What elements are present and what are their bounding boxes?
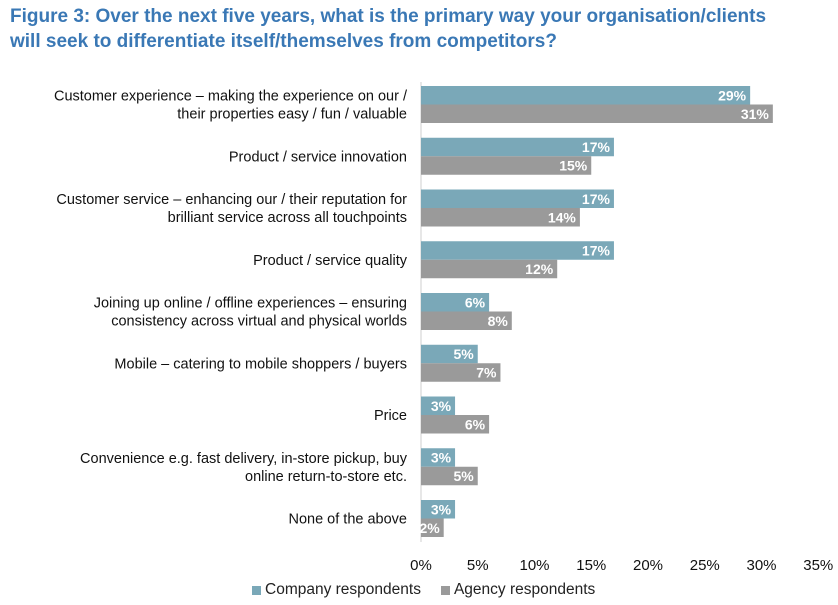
category-label: Customer experience – making the experie…	[54, 89, 408, 105]
data-label-company: 17%	[582, 191, 611, 207]
x-tick-label: 5%	[467, 557, 489, 574]
bar-agency	[421, 156, 592, 175]
bar-agency	[421, 415, 490, 434]
bar-agency	[421, 104, 773, 123]
data-label-company: 29%	[718, 87, 747, 103]
bar-company	[421, 344, 478, 364]
data-label-agency: 8%	[488, 313, 509, 329]
bar-agency	[421, 208, 580, 227]
category-label: their properties easy / fun / valuable	[177, 107, 407, 123]
legend-swatch-agency	[440, 585, 450, 595]
legend-swatch-company	[252, 585, 261, 595]
chart-title-line-2: will seek to differentiate itself/themse…	[10, 31, 557, 52]
chart-legend: Company respondents Agency respondents	[252, 581, 595, 599]
bar-company	[421, 500, 456, 519]
chart-title-line-1: Figure 3: Over the next five years, what…	[10, 6, 767, 27]
bar-agency	[421, 311, 512, 330]
x-tick-label: 25%	[690, 557, 720, 574]
legend-label-agency: Agency respondents	[453, 581, 596, 598]
data-label-agency: 31%	[741, 106, 770, 122]
x-tick-label: 10%	[519, 557, 549, 574]
legend-item-company: Company respondents	[252, 581, 421, 599]
bar-company	[421, 86, 751, 105]
x-tick-label: 20%	[633, 557, 663, 574]
category-label: consistency across virtual and physical …	[111, 314, 407, 330]
data-label-agency: 5%	[454, 468, 475, 484]
category-label: Price	[374, 408, 407, 424]
bar-company	[421, 137, 614, 157]
bar-company	[421, 396, 456, 415]
data-label-agency: 12%	[525, 261, 554, 277]
category-label: None of the above	[288, 512, 407, 528]
data-label-company: 17%	[582, 243, 611, 259]
category-label: Customer service – enhancing our / their…	[56, 192, 407, 208]
data-label-agency: 2%	[419, 520, 440, 536]
category-label: online return-to-store etc.	[245, 469, 407, 485]
legend-item-agency: Agency respondents	[440, 581, 596, 599]
bar-company	[421, 448, 456, 467]
x-tick-label: 0%	[410, 557, 432, 574]
category-label: Joining up online / offline experiences …	[94, 296, 407, 312]
bar-agency	[421, 466, 478, 486]
data-label-agency: 7%	[476, 365, 497, 381]
bar-agency	[421, 363, 501, 382]
category-label: brilliant service across all touchpoints	[168, 210, 407, 226]
category-label: Product / service quality	[253, 253, 408, 269]
data-label-agency: 6%	[465, 416, 486, 432]
bar-company	[421, 189, 614, 208]
category-label: Mobile – catering to mobile shoppers / b…	[114, 356, 407, 372]
data-label-company: 3%	[431, 450, 452, 466]
category-label: Product / service innovation	[229, 149, 407, 165]
data-label-company: 6%	[465, 294, 486, 310]
bar-chart: Customer experience – making the experie…	[54, 82, 833, 574]
legend-label-company: Company respondents	[265, 581, 421, 598]
data-label-company: 3%	[431, 501, 452, 517]
chart-title: Figure 3: Over the next five years, what…	[10, 4, 830, 54]
data-label-company: 3%	[431, 398, 452, 414]
bar-company	[421, 293, 490, 312]
category-label: Convenience e.g. fast delivery, in-store…	[80, 451, 408, 467]
bar-agency	[421, 259, 558, 279]
x-tick-label: 35%	[803, 557, 833, 574]
x-tick-label: 30%	[746, 557, 776, 574]
bar-agency	[421, 518, 444, 537]
bar-company	[421, 241, 614, 260]
data-label-company: 17%	[582, 139, 611, 155]
data-label-agency: 15%	[559, 158, 588, 174]
x-tick-label: 15%	[576, 557, 606, 574]
data-label-company: 5%	[454, 346, 475, 362]
data-label-agency: 14%	[548, 209, 577, 225]
